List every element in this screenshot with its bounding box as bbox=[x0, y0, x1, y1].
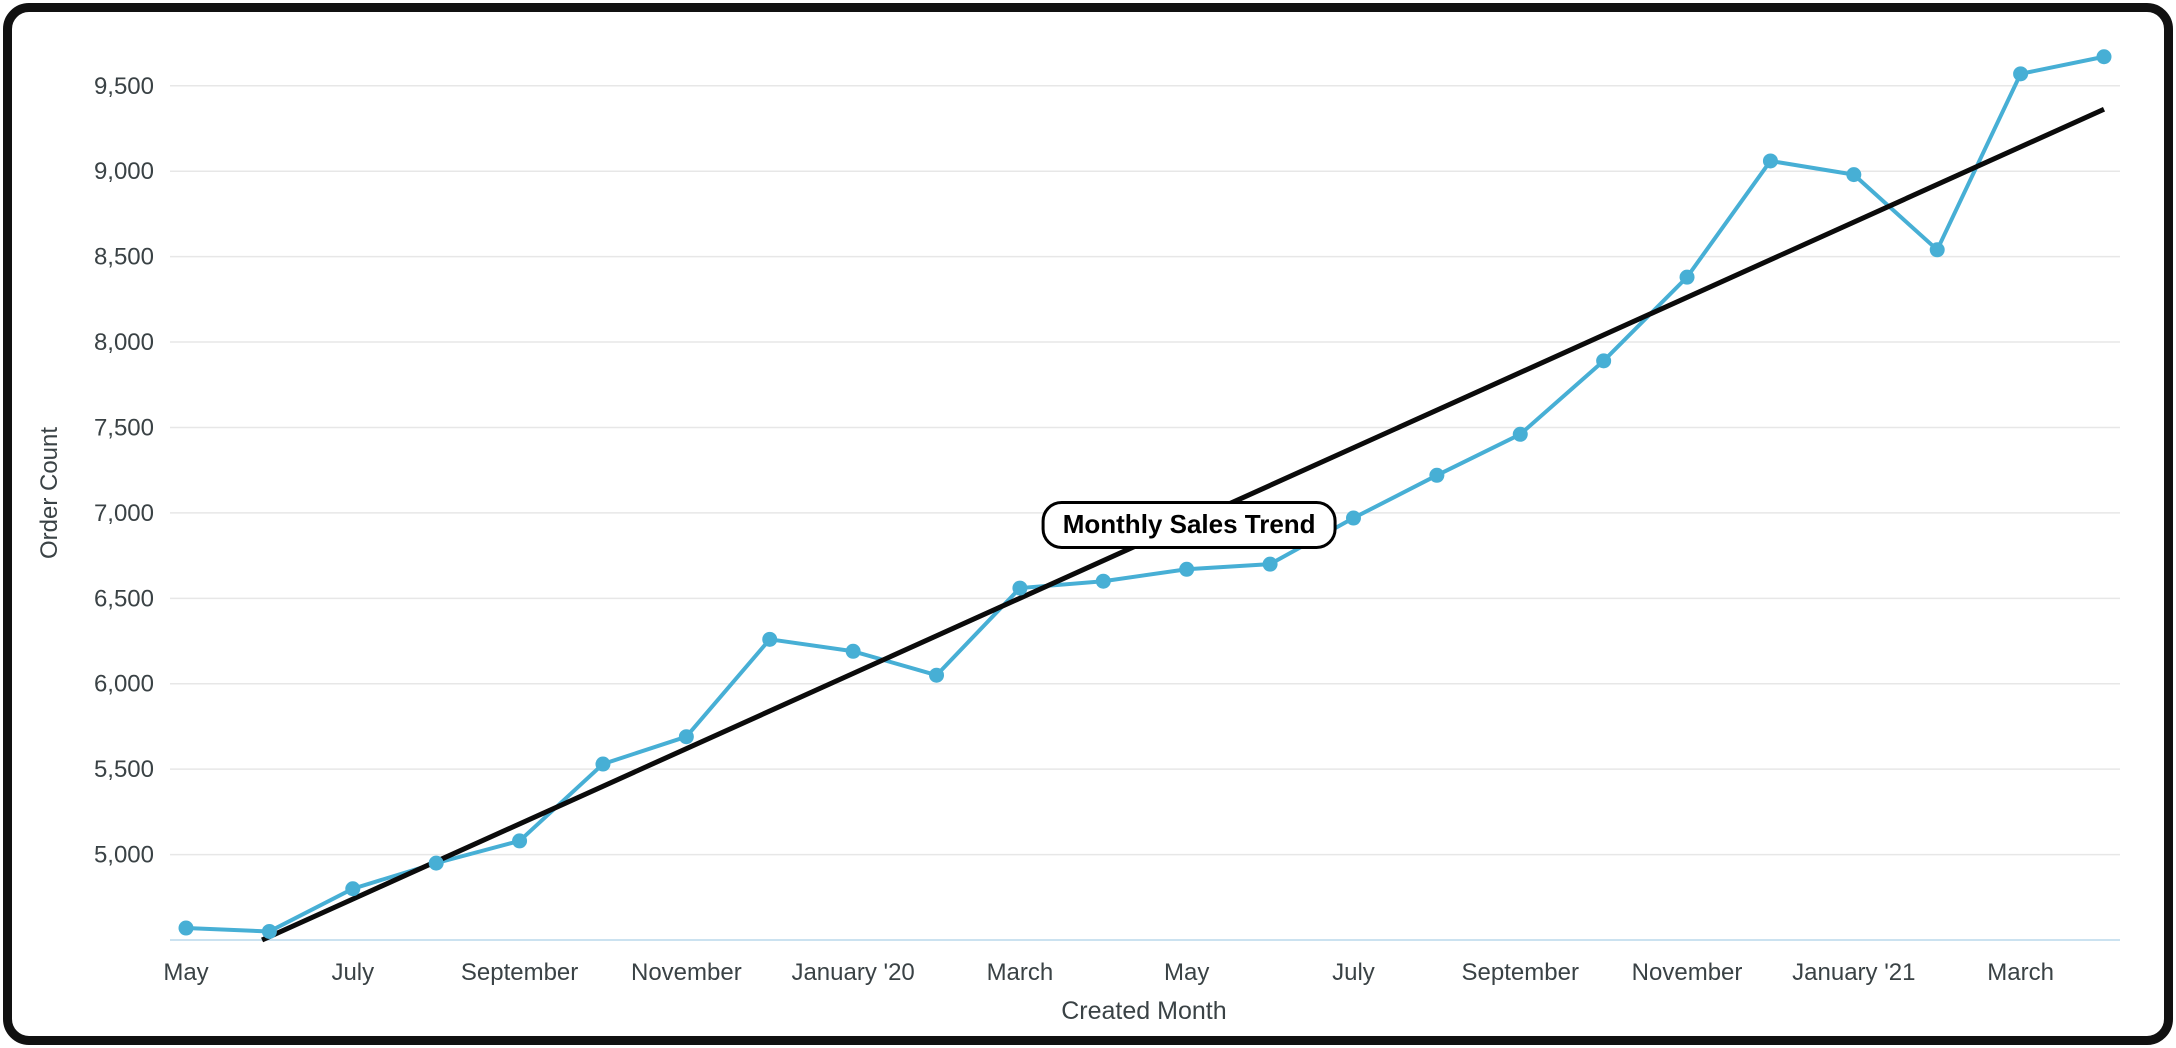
data-point-marker[interactable] bbox=[1345, 510, 1361, 526]
y-tick-label: 6,500 bbox=[94, 585, 154, 612]
data-point-marker[interactable] bbox=[2096, 49, 2112, 65]
y-tick-label: 8,000 bbox=[94, 329, 154, 356]
data-point-marker[interactable] bbox=[1596, 353, 1612, 369]
x-tick-label: November bbox=[1632, 959, 1743, 986]
x-tick-label: March bbox=[987, 959, 1054, 986]
data-point-marker[interactable] bbox=[1095, 573, 1111, 589]
y-tick-label: 5,000 bbox=[94, 842, 154, 869]
data-point-marker[interactable] bbox=[678, 729, 694, 745]
y-tick-label: 6,000 bbox=[94, 671, 154, 698]
x-tick-label: July bbox=[331, 959, 374, 986]
y-tick-label: 9,500 bbox=[94, 73, 154, 100]
data-point-marker[interactable] bbox=[1012, 580, 1028, 596]
data-point-marker[interactable] bbox=[178, 920, 194, 936]
y-axis-title: Order Count bbox=[36, 427, 63, 560]
x-tick-label: May bbox=[1164, 959, 1209, 986]
data-point-marker[interactable] bbox=[595, 756, 611, 772]
order-count-line bbox=[184, 54, 2106, 934]
data-point-marker[interactable] bbox=[2013, 66, 2029, 82]
y-tick-label: 7,500 bbox=[94, 414, 154, 441]
data-point-marker[interactable] bbox=[845, 643, 861, 659]
y-tick-label: 8,500 bbox=[94, 244, 154, 271]
x-tick-label: September bbox=[1462, 959, 1579, 986]
trend-annotation-label: Monthly Sales Trend bbox=[1041, 501, 1337, 550]
chart-container: 5,000 5,500 6,000 6,500 7,000 7,500 8,000 8,500… bbox=[12, 12, 2164, 1036]
x-tick-label: May bbox=[163, 959, 208, 986]
y-tick-label: 9,000 bbox=[94, 158, 154, 185]
data-point-marker[interactable] bbox=[261, 923, 277, 939]
data-point-marker[interactable] bbox=[345, 881, 361, 897]
x-tick-label: January '21 bbox=[1792, 959, 1915, 986]
data-point-marker[interactable] bbox=[1846, 167, 1862, 183]
x-axis-title: Created Month bbox=[1061, 997, 1227, 1025]
data-point-marker[interactable] bbox=[428, 855, 444, 871]
chart-frame: 5,000 5,500 6,000 6,500 7,000 7,500 8,000 8,500… bbox=[3, 3, 2173, 1045]
y-tick-label: 7,000 bbox=[94, 500, 154, 527]
data-point-marker[interactable] bbox=[1179, 561, 1195, 577]
x-tick-label: July bbox=[1332, 959, 1375, 986]
data-point-marker[interactable] bbox=[1429, 467, 1445, 483]
x-tick-label: January '20 bbox=[791, 959, 914, 986]
chart-svg: 5,000 5,500 6,000 6,500 7,000 7,500 8,000 8,500… bbox=[94, 49, 2120, 986]
data-point-marker[interactable] bbox=[1929, 242, 1945, 258]
x-tick-label: September bbox=[461, 959, 578, 986]
data-point-marker[interactable] bbox=[1762, 153, 1778, 169]
y-tick-label: 5,500 bbox=[94, 756, 154, 783]
data-point-marker[interactable] bbox=[1262, 556, 1278, 572]
x-tick-label: March bbox=[1987, 959, 2054, 986]
x-tick-label: November bbox=[631, 959, 742, 986]
data-point-marker[interactable] bbox=[512, 833, 528, 849]
data-point-marker[interactable] bbox=[1512, 426, 1528, 442]
data-point-marker[interactable] bbox=[1679, 269, 1695, 285]
data-point-marker[interactable] bbox=[929, 667, 945, 683]
data-point-marker[interactable] bbox=[762, 631, 778, 647]
